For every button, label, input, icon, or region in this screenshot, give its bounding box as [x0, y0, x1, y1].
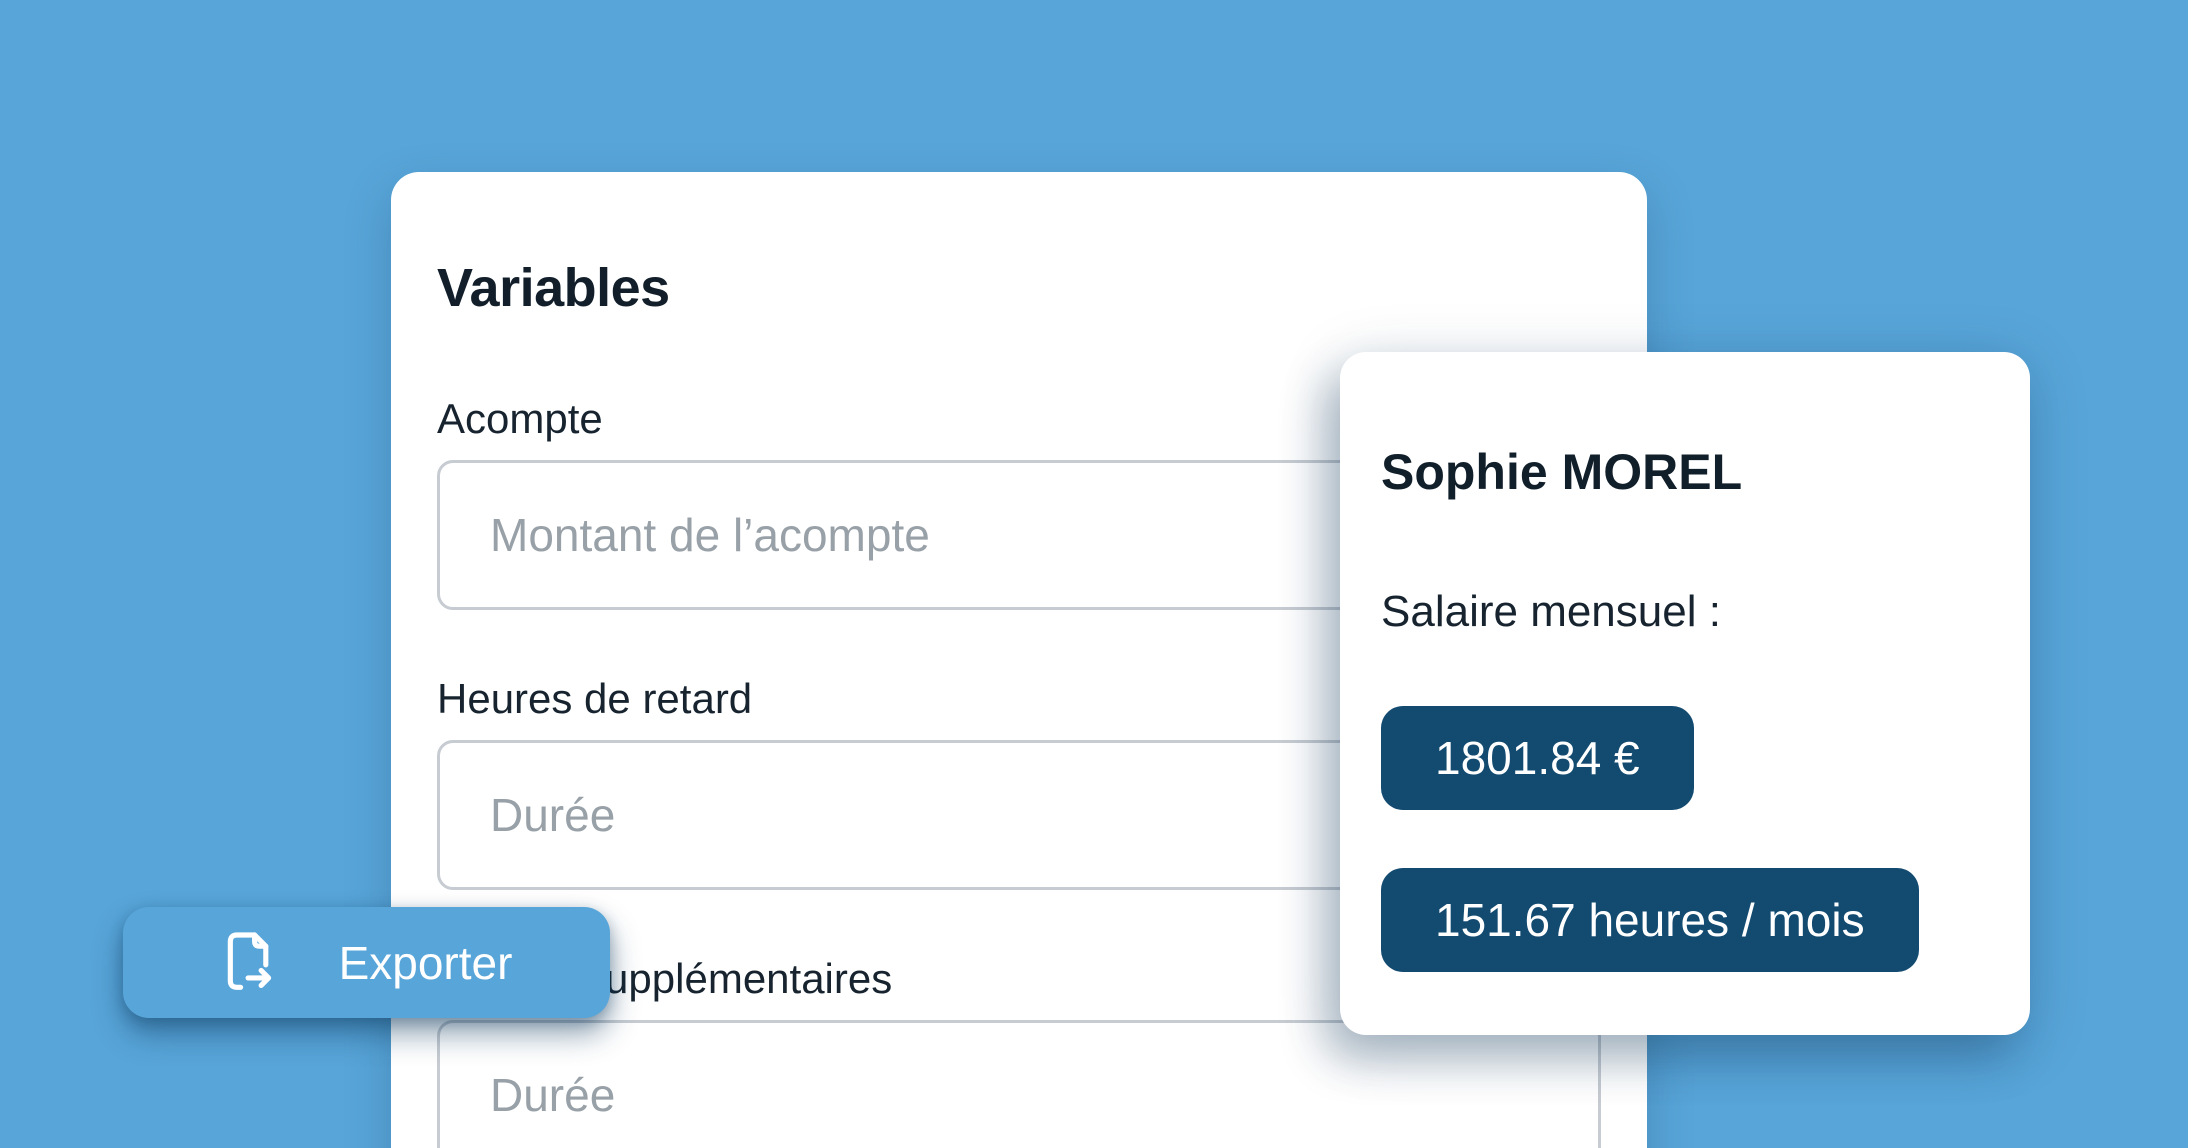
field-heures-supplementaires: Heures supplémentaires: [437, 951, 1601, 1148]
salary-label: Salaire mensuel :: [1381, 587, 1721, 636]
monthly-salary-badge: 1801.84 €: [1381, 706, 1694, 810]
monthly-hours-badge-row: 151.67 heures / mois: [1381, 868, 1990, 972]
employee-name: Sophie MOREL: [1381, 444, 1743, 500]
monthly-hours-badge: 151.67 heures / mois: [1381, 868, 1919, 972]
variables-card-title: Variables: [437, 258, 670, 318]
field-label-acompte: Acompte: [437, 395, 603, 442]
monthly-salary-badge-row: 1801.84 €: [1381, 706, 1990, 810]
field-label-heures-retard: Heures de retard: [437, 675, 753, 722]
heures-supplementaires-input[interactable]: [437, 1020, 1601, 1148]
export-button-label: Exporter: [338, 936, 513, 989]
result-card: Sophie MOREL Salaire mensuel : 1801.84 €…: [1340, 352, 2030, 1035]
export-button[interactable]: Exporter: [123, 907, 610, 1018]
file-export-icon: [221, 929, 277, 997]
